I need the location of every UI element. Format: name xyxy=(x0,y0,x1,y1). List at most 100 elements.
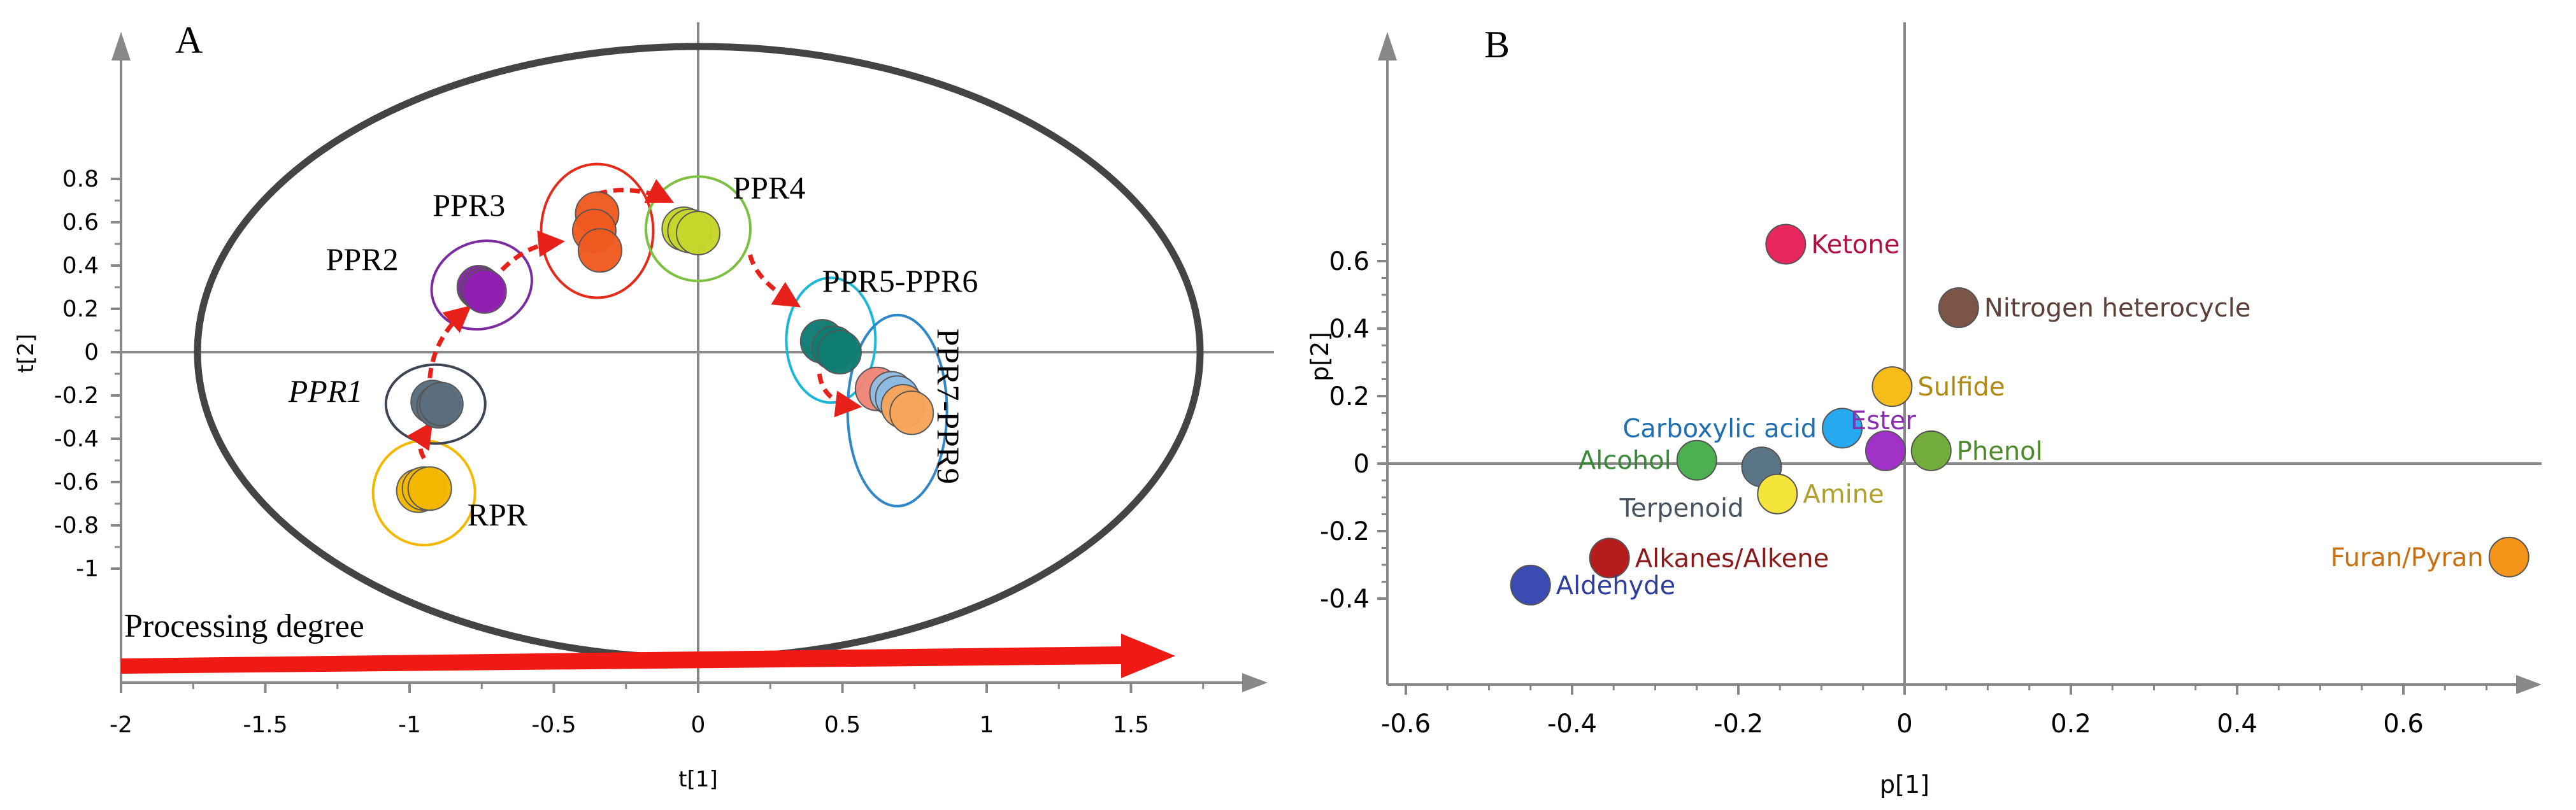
point-label-alcohol: Alcohol xyxy=(1578,446,1671,476)
panel-b-y-tick-label: -0.2 xyxy=(1320,517,1370,546)
processing-degree-label: Processing degree xyxy=(124,608,364,644)
point-label-nitrogen-heterocycle: Nitrogen heterocycle xyxy=(1984,294,2251,323)
point-carboxylic-acid xyxy=(1822,408,1863,449)
point-amine xyxy=(1757,473,1798,515)
panel-b-y-axis-arrowhead xyxy=(1378,32,1397,60)
panel-b-x-tick-label: -0.2 xyxy=(1714,709,1763,739)
trajectory-arrow xyxy=(748,254,801,308)
point-label-aldehyde: Aldehyde xyxy=(1556,571,1676,600)
trajectory-arrow xyxy=(406,421,433,460)
panel-a-x-tick-label: 1 xyxy=(980,712,994,738)
panel-b-points xyxy=(1510,224,2529,606)
group-ring-ppr4 xyxy=(645,175,752,283)
group-label-ppr2: PPR2 xyxy=(326,241,399,277)
panel-a: A -2 -1.5 -1 -0.5 0 0.5 1 1.5 0.8 0.6 0.4 0.2 0 -0.2… xyxy=(13,19,1274,792)
panel-a-x-tick-label: -1.5 xyxy=(243,712,287,738)
panel-a-x-tick-label: -1 xyxy=(398,712,421,738)
point-ppr2 xyxy=(462,269,507,314)
panel-a-y-axis-title: t[2] xyxy=(13,334,39,373)
panel-b-point-labels: Ketone Nitrogen heterocycle Sulfide Carboxy… xyxy=(1556,231,2484,600)
panel-b-y-tick-labels: 0.6 0.4 0.2 0 -0.2 -0.4 xyxy=(1320,247,1370,614)
panel-a-y-tick-label: 0.6 xyxy=(62,210,99,236)
panel-b-x-axis-arrowhead xyxy=(2516,675,2542,694)
panel-a-y-tick-label: -0.4 xyxy=(54,426,99,452)
point-ppr4 xyxy=(676,211,720,255)
group-ring-ppr2 xyxy=(430,239,533,331)
processing-degree-arrow xyxy=(121,634,1175,678)
panel-b-x-tick-label: 0.2 xyxy=(2050,709,2091,739)
group-label-rpr: RPR xyxy=(468,497,528,532)
panel-a-y-tick-label: -0.6 xyxy=(54,469,99,495)
point-label-furan-pyran: Furan/Pyran xyxy=(2331,543,2484,572)
panel-b-axes xyxy=(1377,22,2542,695)
panel-a-x-tick-label: -0.5 xyxy=(531,712,576,738)
panel-b-x-tick-label: 0.6 xyxy=(2383,709,2424,739)
trajectory-arrow xyxy=(427,305,471,379)
group-ring-ppr5-ppr6 xyxy=(785,276,877,404)
point-ppr3 xyxy=(577,228,622,273)
panel-a-y-tick-label: -1 xyxy=(76,556,99,582)
panel-b-x-tick-label: -0.6 xyxy=(1381,709,1431,739)
point-alcohol xyxy=(1676,439,1717,481)
group-label-ppr3: PPR3 xyxy=(433,187,505,223)
point-label-amine: Amine xyxy=(1803,480,1884,509)
point-label-sulfide: Sulfide xyxy=(1917,373,2005,402)
panel-b-y-tick-label: 0 xyxy=(1354,450,1370,479)
point-ketone xyxy=(1765,224,1807,265)
point-label-ketone: Ketone xyxy=(1811,231,1900,260)
group-label-ppr7-ppr9: PPR7-PPR9 xyxy=(931,329,966,485)
group-label-ppr5-ppr6: PPR5-PPR6 xyxy=(822,263,978,299)
point-ppr7-ppr9 xyxy=(889,390,934,436)
panel-a-axes xyxy=(111,22,1274,693)
point-ester xyxy=(1864,430,1906,471)
point-furan-pyran xyxy=(2488,536,2529,578)
group-label-ppr1: PPR1 xyxy=(288,373,363,409)
panel-a-y-tick-label: -0.2 xyxy=(54,383,99,409)
panel-b-x-tick-labels: -0.6 -0.4 -0.2 0 0.2 0.4 0.6 xyxy=(1381,709,2424,739)
panel-a-y-tick-label: 0.8 xyxy=(62,166,99,192)
panel-b-x-axis-title: p[1] xyxy=(1880,771,1929,799)
panel-a-x-tick-label: 1.5 xyxy=(1113,712,1149,738)
panel-a-x-tick-labels: -2 -1.5 -1 -0.5 0 0.5 1 1.5 xyxy=(110,712,1149,738)
panel-a-group-labels: RPR PPR1 PPR2 PPR3 PPR4 PPR5-PPR6 PPR7-PPR9 xyxy=(288,170,978,532)
panel-b-x-tick-label: -0.4 xyxy=(1547,709,1597,739)
group-ring-ppr1 xyxy=(384,363,487,445)
point-nitrogen-heterocycle xyxy=(1938,287,1979,329)
panel-a-x-tick-label: 0 xyxy=(691,712,706,738)
point-ppr1 xyxy=(419,381,464,427)
point-alkanes-alkene xyxy=(1589,537,1630,579)
panel-b-x-tick-label: 0.4 xyxy=(2217,709,2258,739)
point-label-ester: Ester xyxy=(1850,406,1916,436)
panel-b-label: B xyxy=(1484,24,1510,66)
panel-a-y-tick-label: -0.8 xyxy=(54,513,99,539)
panel-b-y-axis-title: p[2] xyxy=(1306,332,1334,381)
point-label-phenol: Phenol xyxy=(1957,437,2043,466)
panel-b: B -0.6 -0.4 -0.2 0 0.2 0.4 0.6 0.6 0.4 0.2 0 -0.2 -… xyxy=(1306,22,2542,799)
panel-a-x-axis-arrowhead xyxy=(1242,673,1268,692)
group-label-ppr4: PPR4 xyxy=(733,170,805,206)
panel-a-x-axis-title: t[1] xyxy=(678,767,718,792)
point-label-alkanes-alkene: Alkanes/Alkene xyxy=(1635,544,1829,573)
panel-a-label: A xyxy=(175,19,203,61)
point-aldehyde xyxy=(1510,564,1551,606)
panel-a-y-tick-label: 0 xyxy=(84,339,99,366)
panel-a-points xyxy=(396,191,934,513)
point-sulfide xyxy=(1871,366,1913,408)
point-rpr xyxy=(407,466,452,511)
panel-a-x-tick-label: -2 xyxy=(110,712,132,738)
point-label-carboxylic-acid: Carboxylic acid xyxy=(1622,414,1817,443)
panel-b-y-tick-label: 0.6 xyxy=(1329,247,1370,276)
panel-b-y-tick-label: -0.4 xyxy=(1320,585,1370,614)
panel-a-y-tick-label: 0.4 xyxy=(62,253,99,279)
panel-a-y-axis-arrowhead xyxy=(111,32,131,60)
panel-b-y-tick-label: 0.4 xyxy=(1329,315,1370,344)
panel-b-x-tick-label: 0 xyxy=(1896,709,1912,739)
trajectory-arrow xyxy=(500,230,565,272)
panel-a-y-tick-label: 0.2 xyxy=(62,296,99,322)
point-label-terpenoid: Terpenoid xyxy=(1619,494,1744,523)
panel-a-y-tick-labels: 0.8 0.6 0.4 0.2 0 -0.2 -0.4 -0.6 -0.8 -1 xyxy=(54,166,99,582)
panel-a-trajectory-arrows xyxy=(406,179,862,460)
trajectory-arrow xyxy=(817,373,862,418)
point-phenol xyxy=(1910,430,1952,471)
point-ppr5-ppr6 xyxy=(817,330,862,374)
